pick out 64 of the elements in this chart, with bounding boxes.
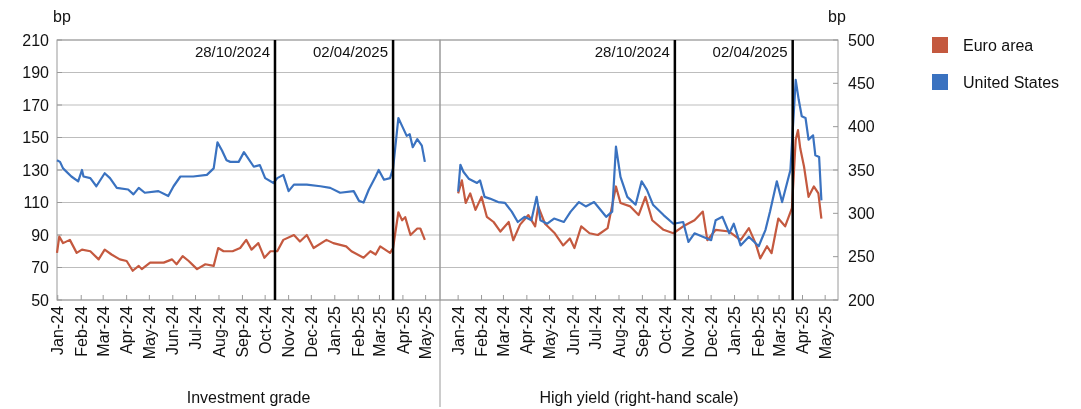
y-tick-label: 50 [31, 291, 50, 309]
x-tick-label: Jun-24 [564, 305, 582, 355]
line-series [457, 78, 823, 248]
y-axis-title: bp [53, 8, 71, 25]
x-tick-label: Sep-24 [234, 305, 252, 358]
ref-line-label: 02/04/2025 [712, 43, 788, 60]
x-tick-label: Mar-25 [371, 305, 389, 357]
x-tick-label: Mar-25 [770, 305, 788, 357]
x-tick-label: Jan-25 [326, 305, 344, 355]
x-tick-label: Jul-24 [187, 305, 205, 350]
x-tick-label: Jan-24 [449, 305, 467, 355]
x-tick-label: Apr-24 [518, 305, 536, 355]
y-tick-label: 110 [23, 194, 50, 212]
x-tick-label: Mar-24 [94, 305, 112, 357]
x-tick-label: Dec-24 [702, 305, 720, 358]
y2-tick-label: 250 [848, 248, 875, 266]
x-tick-label: May-24 [140, 305, 158, 360]
line-series [457, 129, 823, 260]
x-tick-label: Nov-24 [680, 305, 698, 358]
x-tick-label: Apr-25 [394, 305, 412, 355]
y-tick-label: 190 [22, 64, 50, 82]
y2-tick-label: 300 [848, 204, 875, 222]
y-tick-label: 150 [22, 129, 50, 147]
y-tick-label: 210 [22, 31, 50, 49]
x-tick-label: Oct-24 [256, 305, 274, 355]
x-tick-label: May-25 [417, 305, 435, 360]
x-tick-label: Jul-24 [587, 305, 605, 350]
x-tick-label: Mar-24 [495, 305, 513, 357]
ref-line-label: 02/04/2025 [312, 43, 389, 60]
line-series [55, 116, 426, 204]
x-tick-label: Feb-25 [749, 305, 767, 357]
x-tick-label: Nov-24 [280, 305, 298, 358]
x-axis-title: Investment grade [186, 389, 311, 406]
y2-tick-label: 450 [848, 74, 875, 92]
ref-line-label: 28/10/2024 [194, 43, 270, 60]
x-tick-label: Oct-24 [656, 305, 674, 355]
x-tick-label: Jun-24 [164, 305, 182, 355]
x-tick-label: Feb-25 [349, 305, 367, 357]
x-tick-label: Aug-24 [610, 305, 628, 358]
x-tick-label: Feb-24 [72, 305, 90, 357]
y2-tick-label: 400 [848, 118, 875, 136]
ref-line-label: 28/10/2024 [594, 43, 670, 60]
y-tick-label: 70 [31, 259, 50, 277]
legend-label: Euro area [963, 36, 1034, 54]
y-tick-label: 130 [22, 161, 50, 179]
x-tick-label: Apr-25 [794, 305, 812, 355]
y2-axis-title: bp [828, 8, 846, 25]
x-tick-label: Feb-24 [473, 305, 491, 357]
x-tick-label: May-25 [816, 305, 834, 360]
x-tick-label: Jan-25 [726, 305, 744, 355]
y2-tick-label: 200 [848, 291, 875, 309]
y-tick-label: 90 [31, 226, 50, 244]
x-tick-label: Jan-24 [49, 305, 67, 355]
x-tick-label: Apr-24 [118, 305, 136, 355]
x-tick-label: Dec-24 [302, 305, 320, 358]
x-tick-label: Aug-24 [210, 305, 228, 358]
legend-label: United States [963, 73, 1060, 91]
x-axis-title: High yield (right-hand scale) [539, 389, 739, 406]
y-tick-label: 170 [22, 96, 50, 114]
x-tick-label: Sep-24 [634, 305, 651, 358]
y2-tick-label: 500 [848, 31, 875, 49]
y2-tick-label: 350 [848, 161, 875, 179]
line-series [55, 211, 426, 272]
x-tick-label: May-24 [541, 305, 559, 360]
